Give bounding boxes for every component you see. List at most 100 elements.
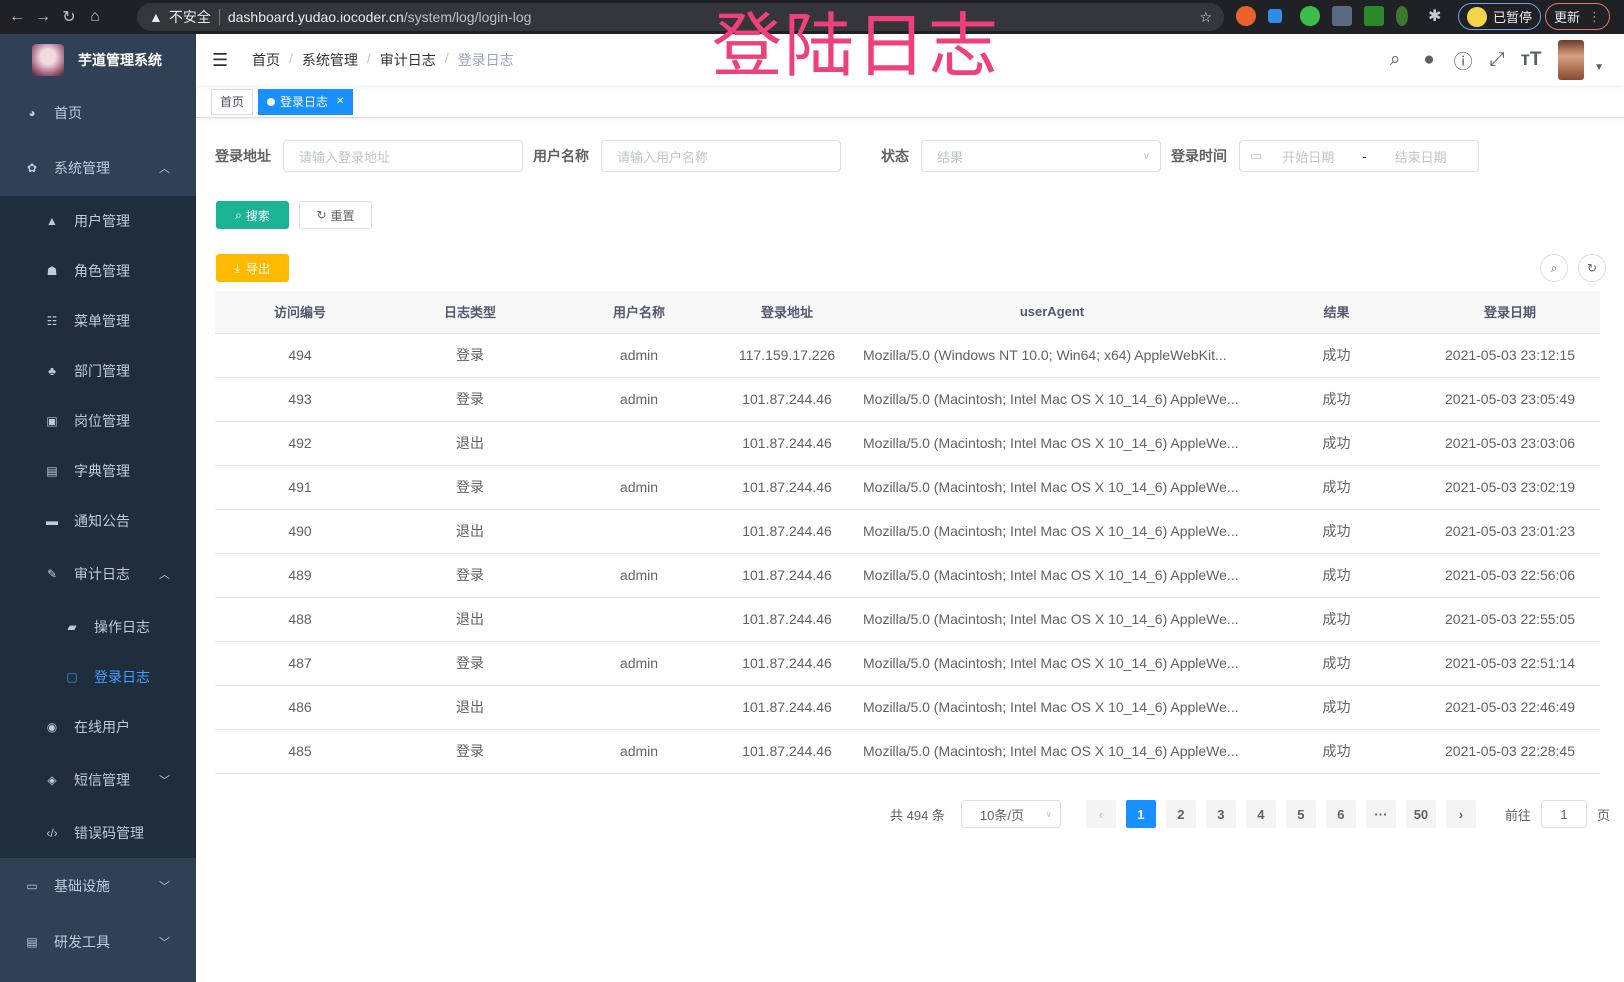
table-row[interactable]: 489 登录 admin 101.87.244.46 Mozilla/5.0 (Maci… bbox=[215, 553, 1600, 598]
sidebar-item-label: 部门管理 bbox=[74, 363, 130, 379]
end-date[interactable]: 结束日期 bbox=[1394, 149, 1447, 165]
page-button[interactable]: 3 bbox=[1205, 800, 1236, 828]
update-button[interactable]: 更新 ⋮ bbox=[1545, 3, 1611, 30]
forward-icon[interactable]: → bbox=[35, 8, 51, 25]
table-cell: 成功 bbox=[1253, 641, 1420, 686]
status-select[interactable]: 结果 ∨ bbox=[921, 140, 1161, 172]
sidebar-item[interactable]: ☗ 角色管理 bbox=[0, 246, 196, 296]
table-row[interactable]: 494 登录 admin 117.159.17.226 Mozilla/5.0 (Win… bbox=[215, 333, 1600, 378]
page-button[interactable]: 50 bbox=[1405, 800, 1436, 828]
extension-icon[interactable] bbox=[1300, 6, 1320, 26]
sidebar-item[interactable]: ♣ 部门管理 bbox=[0, 346, 196, 396]
github-icon[interactable]: ● bbox=[1423, 49, 1435, 70]
sidebar-item[interactable]: ▢ 登录日志 bbox=[0, 652, 196, 702]
chevron-down-icon: ∨ bbox=[1142, 150, 1150, 162]
extension-icon[interactable] bbox=[1268, 9, 1282, 23]
table-row[interactable]: 493 登录 admin 101.87.244.46 Mozilla/5.0 (Maci… bbox=[215, 377, 1600, 422]
search-button[interactable]: ⌕ 搜索 bbox=[216, 201, 289, 229]
tags-view: 首页 登录日志 ✕ bbox=[196, 86, 1624, 118]
fullscreen-icon[interactable]: ⤢ bbox=[1489, 49, 1505, 70]
search-icon[interactable]: ⌕ bbox=[1389, 49, 1401, 70]
placeholder: 结果 bbox=[937, 149, 964, 165]
page-button[interactable]: 5 bbox=[1285, 800, 1316, 828]
sidebar-item-label: 系统管理 bbox=[54, 160, 110, 176]
message-icon: ▬ bbox=[46, 514, 58, 528]
sidebar-item-label: 首页 bbox=[54, 105, 82, 121]
address-bar[interactable]: ▲ 不安全 dashboard.yudao.iocoder.cn /system… bbox=[137, 3, 1224, 31]
page-size-select[interactable]: 10条/页 ∨ bbox=[960, 800, 1061, 828]
reload-icon[interactable]: ↻ bbox=[62, 9, 76, 26]
table-cell: 2021-05-03 22:56:06 bbox=[1420, 553, 1600, 598]
table-cell: 101.87.244.46 bbox=[723, 421, 851, 466]
table-row[interactable]: 491 登录 admin 101.87.244.46 Mozilla/5.0 (Maci… bbox=[215, 465, 1600, 510]
sidebar-item[interactable]: ▣ 岗位管理 bbox=[0, 396, 196, 446]
bookmark-star-icon[interactable]: ☆ bbox=[1199, 8, 1212, 25]
goto-page-input[interactable]: 1 bbox=[1540, 800, 1587, 828]
sidebar-item[interactable]: ▲ 用户管理 bbox=[0, 196, 196, 246]
page-button[interactable]: 1 bbox=[1125, 800, 1156, 828]
search-icon: ⌕ bbox=[235, 207, 242, 222]
update-label: 更新 bbox=[1554, 10, 1581, 25]
table-cell: 2021-05-03 22:55:05 bbox=[1420, 597, 1600, 642]
sidebar-item[interactable]: ✿ 系统管理 ︿ bbox=[0, 140, 196, 196]
table-cell: 485 bbox=[215, 729, 385, 774]
tag-home[interactable]: 首页 bbox=[211, 88, 254, 115]
hamburger-icon[interactable]: ☰ bbox=[212, 49, 229, 70]
table-row[interactable]: 490 退出 101.87.244.46 Mozilla/5.0 (Macintosh… bbox=[215, 509, 1600, 554]
reset-button[interactable]: ↻ 重置 bbox=[299, 201, 372, 229]
page-button[interactable]: 2 bbox=[1165, 800, 1196, 828]
table-cell: 成功 bbox=[1253, 377, 1420, 422]
sidebar-item[interactable]: ▤ 研发工具 ﹀ bbox=[0, 914, 196, 970]
user-avatar[interactable] bbox=[1558, 40, 1585, 80]
breadcrumb-item[interactable]: 首页 bbox=[252, 52, 280, 68]
extension-icon[interactable] bbox=[1364, 6, 1384, 26]
table-row[interactable]: 492 退出 101.87.244.46 Mozilla/5.0 (Macintosh… bbox=[215, 421, 1600, 466]
refresh-button[interactable]: ↻ bbox=[1578, 254, 1606, 282]
sidebar-item[interactable]: ◈ 短信管理 ﹀ bbox=[0, 752, 196, 808]
sidebar-item[interactable]: ▰ 操作日志 bbox=[0, 602, 196, 652]
profile-button[interactable]: 已暂停 bbox=[1458, 3, 1542, 30]
sidebar-item[interactable]: ▬ 通知公告 bbox=[0, 496, 196, 546]
table-row[interactable]: 485 登录 admin 101.87.244.46 Mozilla/5.0 (Maci… bbox=[215, 729, 1600, 774]
code-icon: ‹/› bbox=[46, 826, 58, 840]
extension-icon[interactable] bbox=[1332, 6, 1352, 26]
username-input[interactable]: 请输入用户名称 bbox=[601, 140, 841, 172]
puzzle-icon[interactable]: ✱ bbox=[1428, 8, 1442, 25]
sidebar-item[interactable]: ▤ 字典管理 bbox=[0, 446, 196, 496]
extension-icon[interactable] bbox=[1236, 6, 1256, 26]
home-icon[interactable]: ⌂ bbox=[90, 8, 100, 25]
goto-suffix: 页 bbox=[1596, 807, 1610, 823]
table-row[interactable]: 488 退出 101.87.244.46 Mozilla/5.0 (Macintosh… bbox=[215, 597, 1600, 642]
tag-login-log[interactable]: 登录日志 ✕ bbox=[258, 88, 354, 115]
close-icon[interactable]: ✕ bbox=[336, 96, 345, 107]
page-button[interactable]: ··· bbox=[1365, 800, 1396, 828]
prev-page-button[interactable]: ‹ bbox=[1085, 800, 1116, 828]
table-row[interactable]: 487 登录 admin 101.87.244.46 Mozilla/5.0 (Maci… bbox=[215, 641, 1600, 686]
sidebar-item[interactable]: ‹/› 错误码管理 bbox=[0, 808, 196, 858]
start-date[interactable]: 开始日期 bbox=[1282, 149, 1335, 165]
address-input[interactable]: 请输入登录地址 bbox=[283, 140, 523, 172]
table-cell: 486 bbox=[215, 685, 385, 730]
sidebar-item[interactable]: ▭ 基础设施 ﹀ bbox=[0, 858, 196, 914]
question-icon[interactable]: ⓘ bbox=[1453, 51, 1473, 73]
sidebar-logo[interactable]: 芋道管理系统 bbox=[0, 34, 196, 86]
date-range-picker[interactable]: ▭ 开始日期 - 结束日期 bbox=[1239, 140, 1479, 172]
page-button[interactable]: 6 bbox=[1325, 800, 1356, 828]
export-button[interactable]: ⤓ 导出 bbox=[216, 254, 289, 282]
column-header: 结果 bbox=[1253, 291, 1420, 334]
extension-icon[interactable] bbox=[1396, 6, 1408, 26]
sidebar-item[interactable]: ◕ 首页 bbox=[0, 86, 196, 140]
next-page-button[interactable]: › bbox=[1445, 800, 1476, 828]
back-icon[interactable]: ← bbox=[9, 8, 25, 25]
table-cell bbox=[555, 597, 723, 642]
table-cell: Mozilla/5.0 (Macintosh; Intel Mac OS X 1… bbox=[851, 465, 1253, 510]
sidebar-item[interactable]: ◉ 在线用户 bbox=[0, 702, 196, 752]
toggle-search-button[interactable]: ⌕ bbox=[1540, 254, 1568, 282]
table-row[interactable]: 486 退出 101.87.244.46 Mozilla/5.0 (Macintosh… bbox=[215, 685, 1600, 730]
sidebar-item[interactable]: ☷ 菜单管理 bbox=[0, 296, 196, 346]
table-cell: 成功 bbox=[1253, 729, 1420, 774]
font-size-icon[interactable]: тT bbox=[1520, 49, 1542, 70]
sidebar-item[interactable]: ✎ 审计日志 ︿ bbox=[0, 546, 196, 602]
caret-down-icon[interactable]: ▼ bbox=[1594, 61, 1604, 73]
page-button[interactable]: 4 bbox=[1245, 800, 1276, 828]
